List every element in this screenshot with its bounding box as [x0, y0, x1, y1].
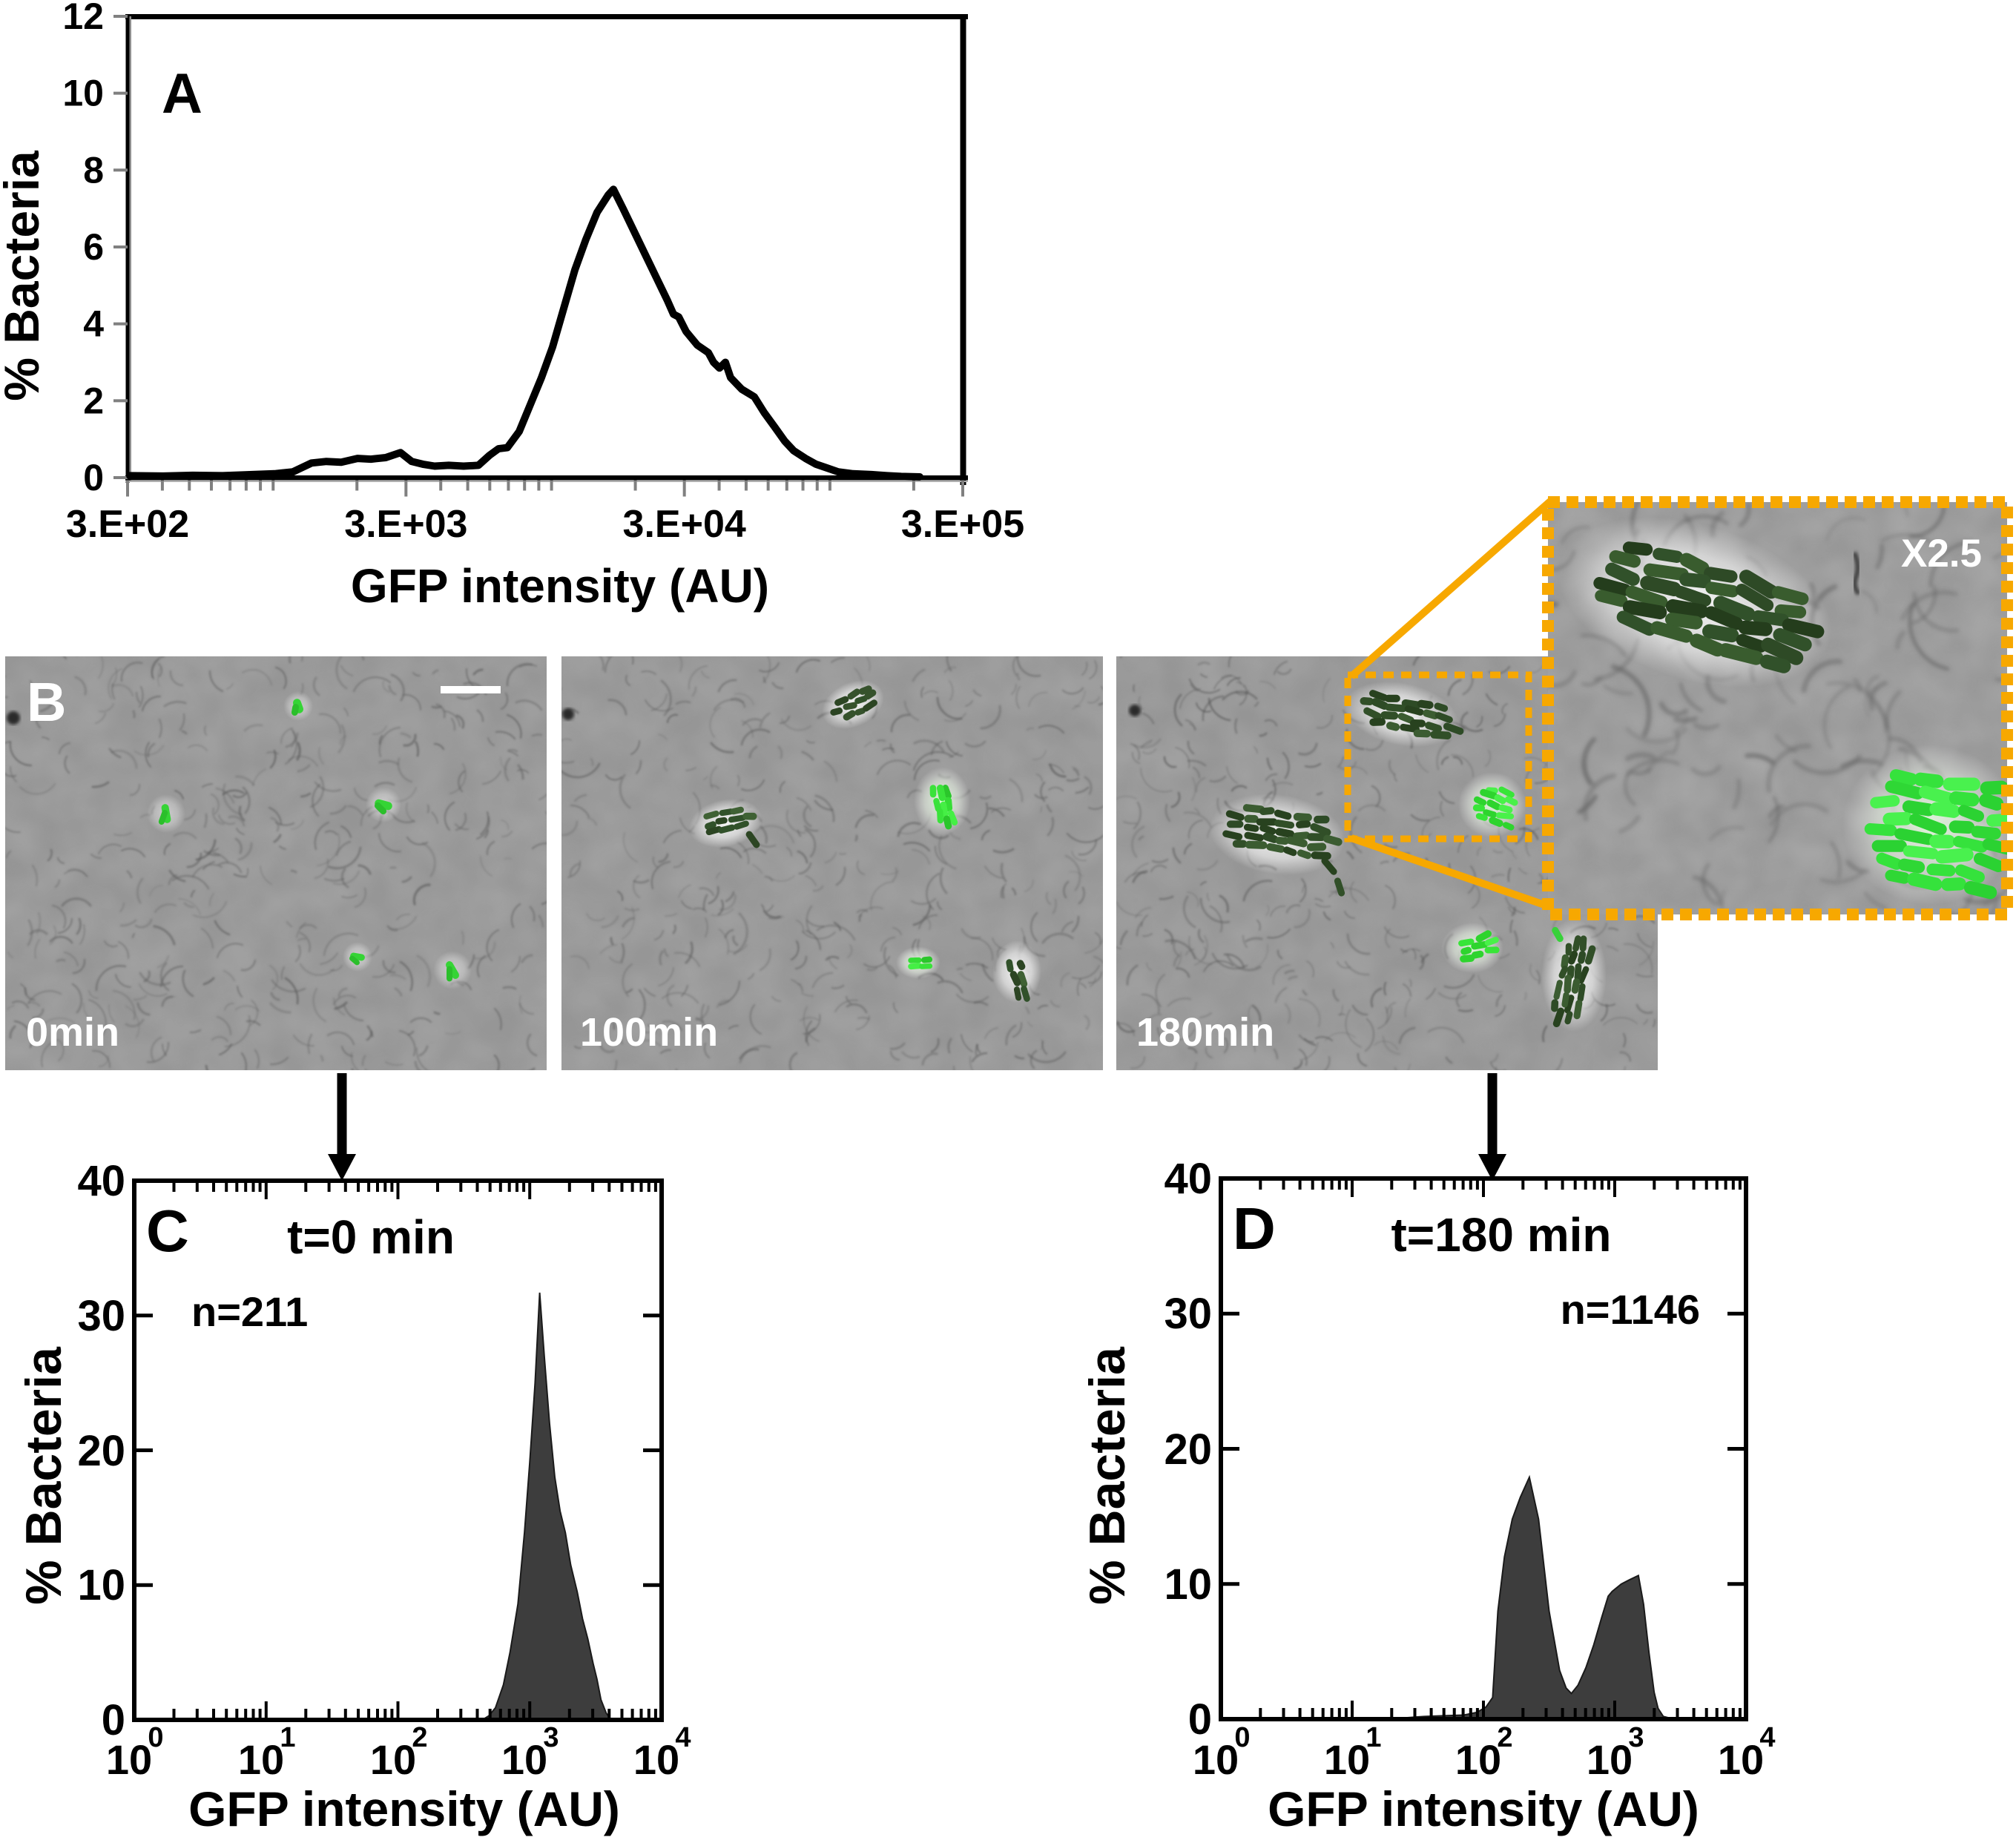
- svg-text:30: 30: [1164, 1290, 1212, 1338]
- svg-text:0: 0: [1234, 1722, 1250, 1753]
- svg-text:B: B: [27, 671, 66, 733]
- svg-text:10: 10: [1455, 1736, 1501, 1783]
- svg-text:2: 2: [83, 380, 104, 421]
- svg-text:GFP intensity (AU): GFP intensity (AU): [188, 1781, 620, 1836]
- svg-text:10: 10: [633, 1736, 679, 1783]
- svg-text:GFP intensity (AU): GFP intensity (AU): [351, 559, 769, 613]
- svg-text:10: 10: [501, 1736, 547, 1783]
- svg-text:n=211: n=211: [191, 1288, 308, 1335]
- svg-text:D: D: [1233, 1196, 1276, 1262]
- svg-text:10: 10: [106, 1736, 152, 1783]
- svg-text:0: 0: [102, 1696, 125, 1744]
- svg-text:8: 8: [83, 149, 104, 191]
- svg-text:6: 6: [83, 226, 104, 268]
- svg-text:10: 10: [370, 1736, 416, 1783]
- svg-text:1: 1: [1366, 1722, 1381, 1753]
- svg-text:40: 40: [1164, 1155, 1212, 1203]
- svg-text:10: 10: [1718, 1736, 1764, 1783]
- svg-text:3.E+03: 3.E+03: [344, 503, 467, 546]
- svg-text:12: 12: [62, 0, 104, 37]
- svg-text:4: 4: [83, 303, 104, 345]
- svg-text:3.E+02: 3.E+02: [66, 503, 189, 546]
- svg-text:20: 20: [77, 1427, 125, 1475]
- svg-text:10: 10: [1324, 1736, 1370, 1783]
- svg-text:2: 2: [412, 1722, 427, 1753]
- svg-text:3: 3: [543, 1722, 559, 1753]
- svg-text:0: 0: [1188, 1695, 1212, 1744]
- svg-text:X2.5: X2.5: [1901, 532, 1982, 576]
- svg-text:GFP intensity (AU): GFP intensity (AU): [1268, 1781, 1699, 1836]
- svg-text:10: 10: [77, 1561, 125, 1609]
- svg-text:10: 10: [238, 1736, 284, 1783]
- svg-text:180min: 180min: [1136, 1010, 1274, 1055]
- svg-text:3.E+04: 3.E+04: [623, 503, 746, 546]
- svg-text:t=0 min: t=0 min: [287, 1210, 455, 1264]
- svg-text:4: 4: [1759, 1722, 1775, 1753]
- svg-text:10: 10: [1587, 1736, 1633, 1783]
- svg-text:10: 10: [1164, 1560, 1212, 1609]
- svg-text:0: 0: [148, 1722, 163, 1753]
- svg-text:t=180 min: t=180 min: [1391, 1208, 1611, 1262]
- svg-text:3: 3: [1628, 1722, 1644, 1753]
- svg-text:10: 10: [1193, 1736, 1239, 1783]
- svg-text:40: 40: [77, 1157, 125, 1205]
- svg-text:0: 0: [83, 457, 104, 498]
- svg-text:0min: 0min: [26, 1010, 119, 1055]
- svg-text:1: 1: [280, 1722, 295, 1753]
- svg-text:% Bacteria: % Bacteria: [16, 1346, 72, 1605]
- svg-text:100min: 100min: [580, 1010, 718, 1055]
- svg-text:30: 30: [77, 1292, 125, 1340]
- svg-text:C: C: [146, 1198, 189, 1264]
- svg-text:n=1146: n=1146: [1561, 1286, 1700, 1333]
- svg-text:A: A: [162, 62, 202, 125]
- svg-text:20: 20: [1164, 1425, 1212, 1474]
- svg-text:3.E+05: 3.E+05: [901, 503, 1024, 546]
- svg-text:2: 2: [1497, 1722, 1512, 1753]
- svg-text:10: 10: [62, 73, 104, 114]
- svg-text:% Bacteria: % Bacteria: [0, 150, 49, 401]
- svg-text:% Bacteria: % Bacteria: [1079, 1346, 1136, 1605]
- svg-text:4: 4: [675, 1722, 691, 1753]
